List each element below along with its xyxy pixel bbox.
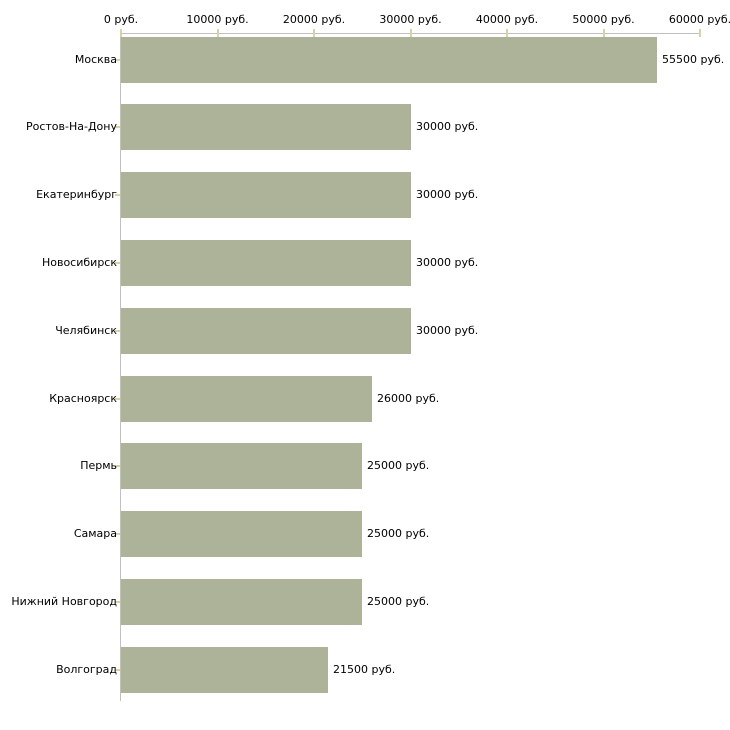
value-label: 30000 руб. — [416, 120, 479, 134]
x-axis-tick-label: 60000 руб. — [668, 13, 730, 26]
x-axis-tick-mark — [699, 29, 701, 37]
y-axis-tick-mark — [115, 668, 120, 671]
value-label: 21500 руб. — [333, 662, 396, 676]
x-axis-tick-label: 50000 руб. — [572, 13, 635, 26]
value-label: 30000 руб. — [416, 323, 479, 337]
category-label: Красноярск — [49, 391, 117, 405]
x-axis-tick-mark — [409, 29, 412, 37]
category-label: Москва — [74, 52, 117, 66]
category-label: Пермь — [80, 459, 117, 473]
category-label: Екатеринбург — [36, 188, 117, 202]
x-axis-tick-mark — [506, 29, 508, 37]
category-label: Ростов-На-Дону — [25, 120, 117, 134]
category-label: Самара — [73, 527, 117, 541]
value-label: 25000 руб. — [367, 459, 430, 473]
y-axis-tick-mark — [115, 533, 120, 536]
x-axis-tick-label: 10000 руб. — [186, 13, 249, 26]
bar — [121, 646, 328, 693]
y-axis-line — [120, 33, 121, 701]
y-axis-tick-mark — [115, 329, 120, 332]
y-axis-tick-mark — [115, 126, 120, 129]
value-label: 55500 руб. — [662, 52, 725, 66]
y-axis-tick-mark — [115, 194, 120, 197]
bar — [121, 307, 411, 354]
x-axis-tick-mark — [216, 29, 219, 37]
bar — [121, 104, 411, 151]
bar — [121, 579, 362, 626]
category-label: Челябинск — [55, 323, 117, 337]
bar — [121, 375, 372, 422]
y-axis-tick-mark — [115, 261, 120, 264]
category-label: Нижний Новгород — [11, 595, 117, 609]
y-axis-tick-mark — [115, 397, 120, 400]
bar — [121, 511, 362, 558]
category-label: Волгоград — [56, 662, 117, 676]
x-axis-tick-mark — [120, 29, 122, 37]
y-axis-tick-mark — [115, 58, 120, 61]
x-axis-tick-label: 40000 руб. — [475, 13, 539, 26]
x-axis-tick-mark — [313, 29, 315, 37]
x-axis-tick-label: 20000 руб. — [282, 13, 346, 26]
value-label: 30000 руб. — [416, 255, 479, 269]
bar — [121, 443, 362, 490]
x-axis-tick-mark — [602, 29, 605, 37]
bar — [121, 172, 411, 219]
value-label: 25000 руб. — [367, 527, 430, 541]
value-label: 25000 руб. — [367, 595, 430, 609]
y-axis-tick-mark — [115, 465, 120, 468]
x-axis-tick-label: 30000 руб. — [379, 13, 442, 26]
y-axis-tick-mark — [115, 601, 120, 604]
category-label: Новосибирск — [41, 255, 117, 269]
value-label: 26000 руб. — [377, 391, 440, 405]
bar — [121, 239, 411, 286]
bar — [121, 36, 657, 83]
x-axis-tick-label: 0 руб. — [103, 13, 139, 26]
value-label: 30000 руб. — [416, 188, 479, 202]
